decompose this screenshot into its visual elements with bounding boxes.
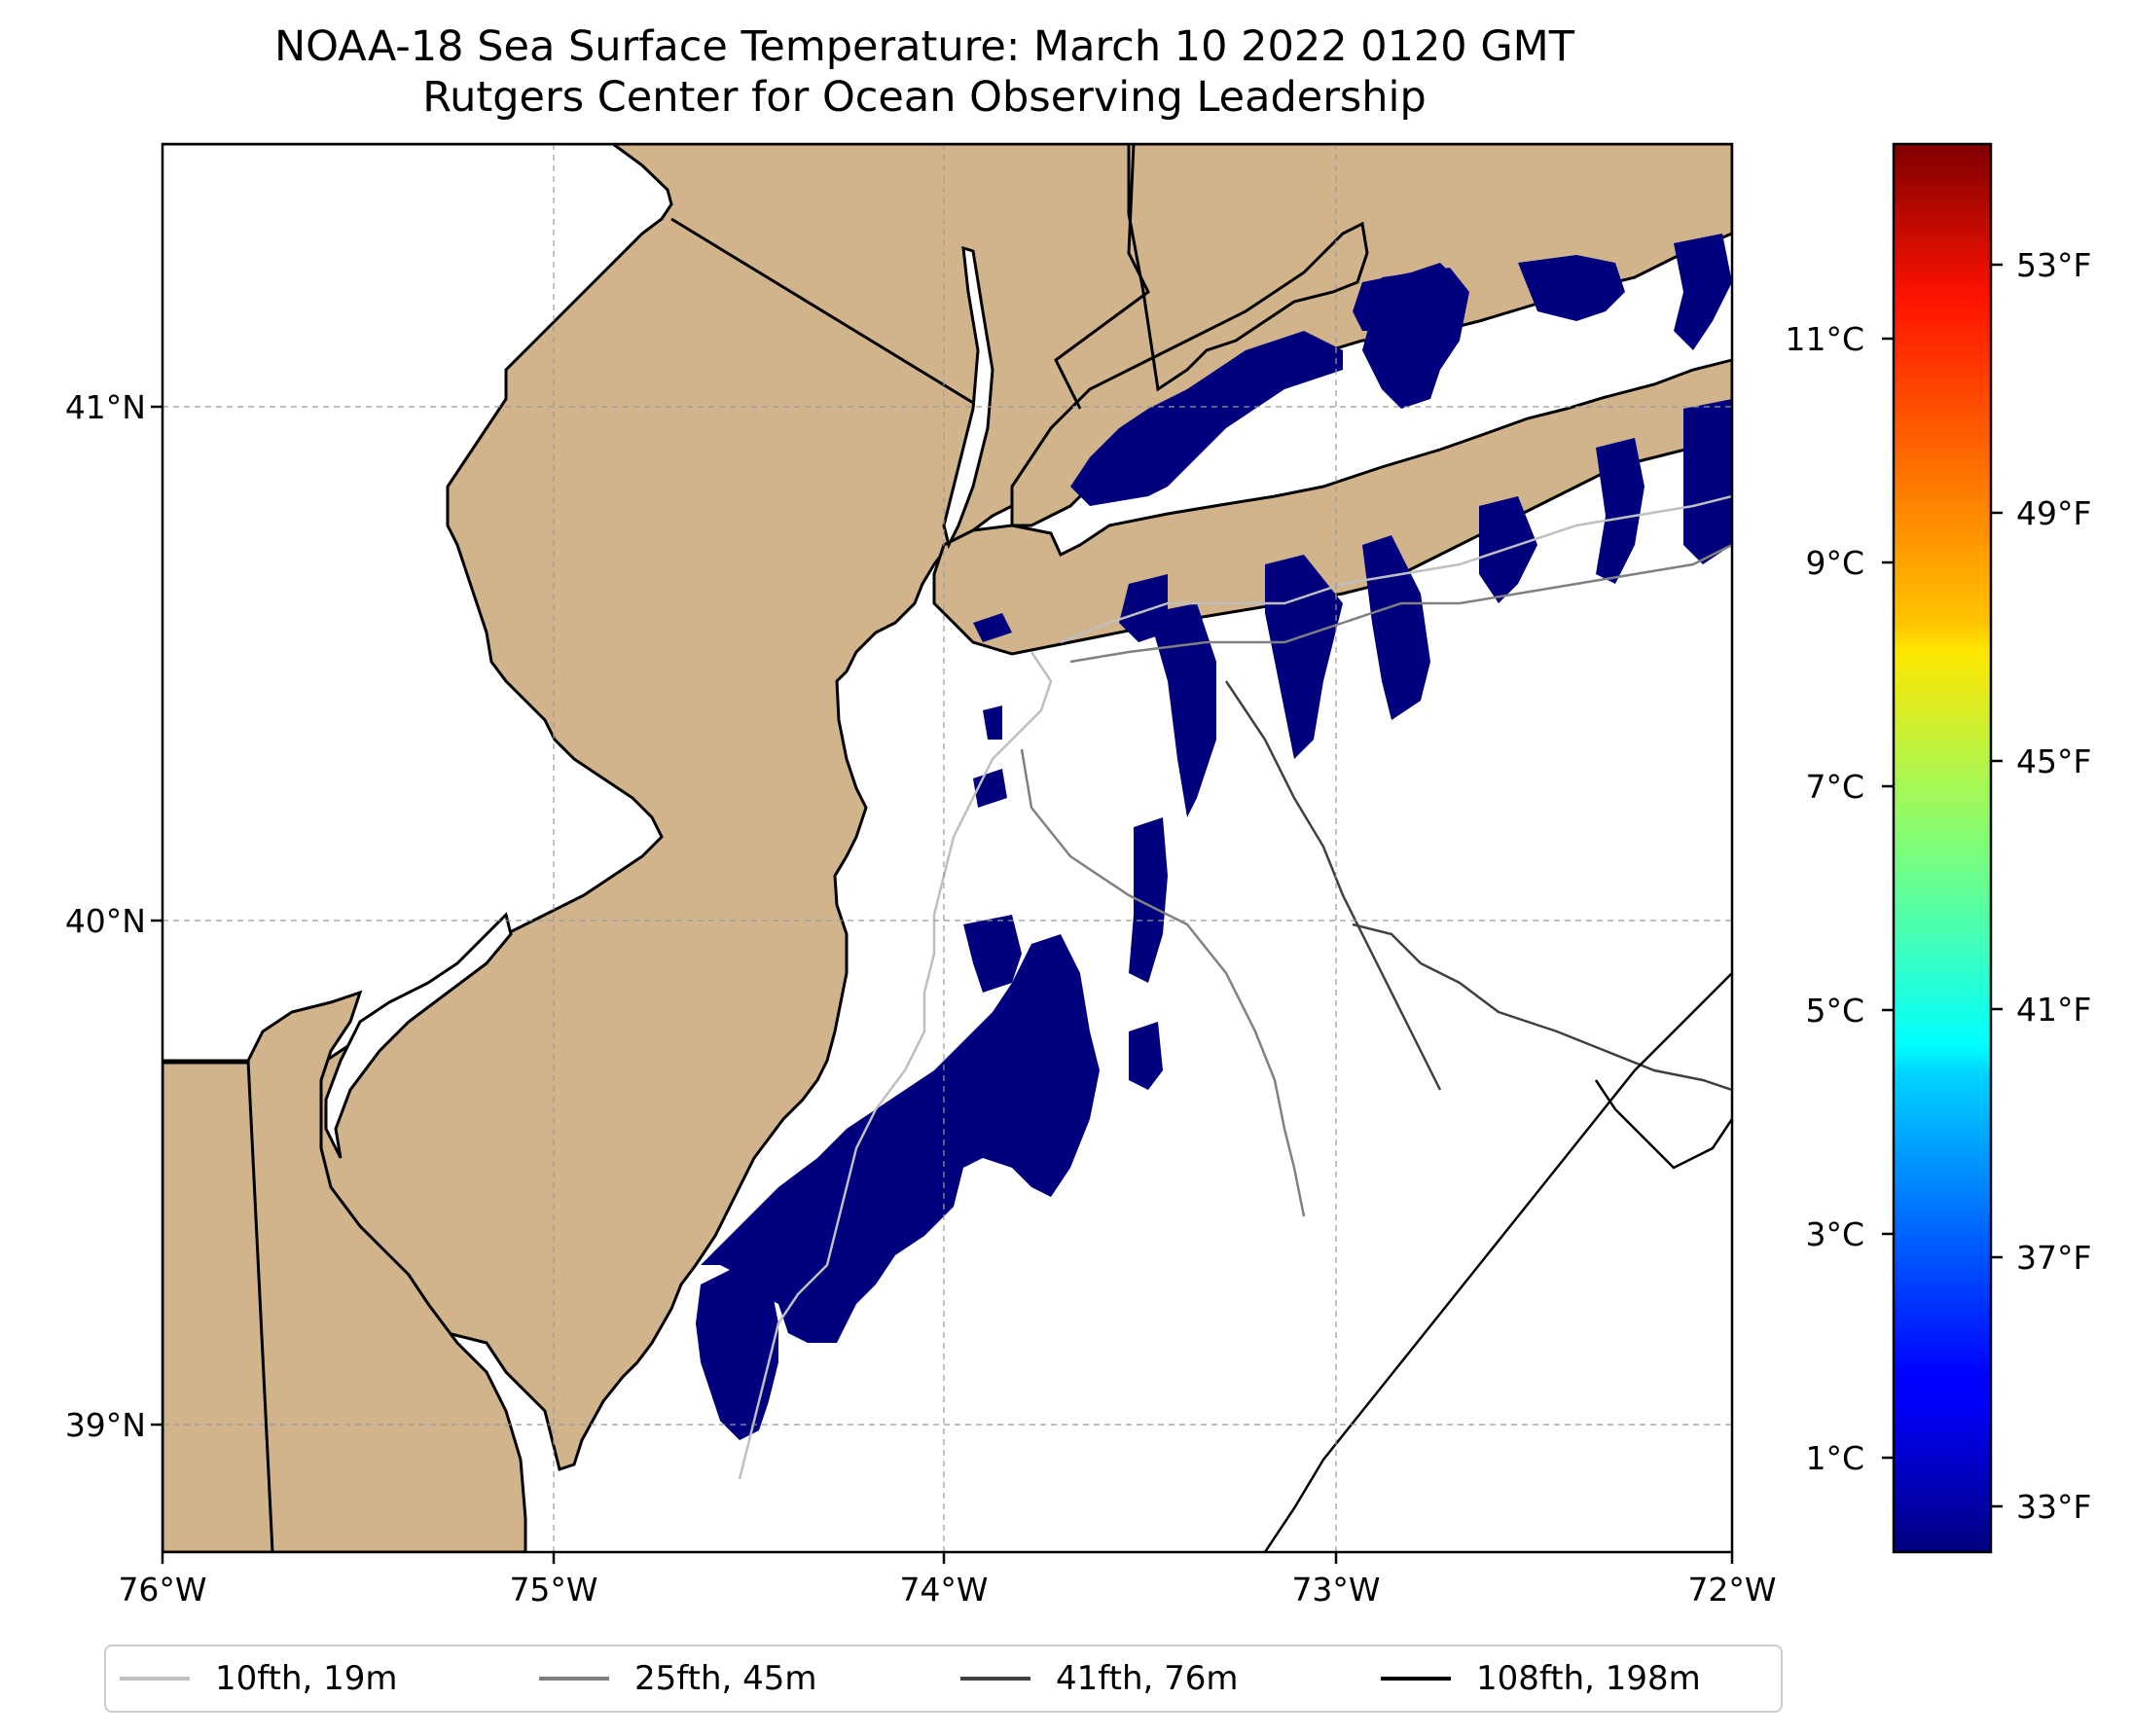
lon-tick-73w: 73°W	[1291, 1571, 1380, 1609]
colorbar	[1892, 142, 1993, 1554]
colorbar-c-tick: 1°C	[1805, 1439, 1864, 1477]
legend-swatch	[539, 1677, 609, 1681]
chart-title: NOAA-18 Sea Surface Temperature: March 1…	[273, 22, 1575, 71]
colorbar-f-tick: 49°F	[2016, 494, 2091, 532]
lon-tick-75w: 75°W	[509, 1571, 597, 1609]
colorbar-f-tick: 33°F	[2016, 1488, 2091, 1526]
colorbar-c-tick: 9°C	[1805, 544, 1864, 582]
colorbar-c-tick: 5°C	[1805, 992, 1864, 1030]
legend-label: 25fth, 45m	[634, 1659, 817, 1698]
legend-swatch	[120, 1677, 190, 1681]
legend-label: 41fth, 76m	[1056, 1659, 1239, 1698]
lon-tick-76w: 76°W	[118, 1571, 206, 1609]
sst-patches	[696, 234, 1732, 1440]
land-delmarva	[163, 990, 527, 1552]
colorbar-f-tick: 53°F	[2016, 246, 2091, 284]
lon-tick-72w: 72°W	[1687, 1571, 1776, 1609]
colorbar-c-tick: 7°C	[1805, 768, 1864, 806]
legend-item-10fth: 10fth, 19m	[120, 1646, 398, 1711]
colorbar-c-tick: 3°C	[1805, 1215, 1864, 1253]
delaware-river	[324, 912, 513, 1159]
colorbar-f-tick: 41°F	[2016, 991, 2091, 1029]
legend-item-25fth: 25fth, 45m	[539, 1646, 817, 1711]
isobaths	[738, 494, 1732, 1552]
lat-tick-40n: 40°N	[65, 902, 146, 940]
colorbar-c-tick: 11°C	[1785, 320, 1864, 358]
state-border-de-md	[246, 1060, 274, 1552]
colorbar-f-tick: 37°F	[2016, 1239, 2091, 1277]
chart-subtitle: Rutgers Center for Ocean Observing Leade…	[422, 73, 1427, 122]
lat-tick-41n: 41°N	[65, 388, 146, 426]
legend-swatch	[960, 1677, 1030, 1681]
lon-tick-74w: 74°W	[899, 1571, 988, 1609]
legend-swatch	[1381, 1677, 1451, 1681]
map-frame	[161, 142, 1734, 1554]
legend-label: 10fth, 19m	[215, 1659, 398, 1698]
state-border-ny-ct	[1054, 144, 1150, 410]
legend-label: 108fth, 198m	[1476, 1659, 1701, 1698]
lat-tick-39n: 39°N	[65, 1406, 146, 1444]
state-border-ny-nj	[670, 217, 984, 411]
colorbar-f-tick: 45°F	[2016, 742, 2091, 780]
legend-item-41fth: 41fth, 76m	[960, 1646, 1239, 1711]
hudson-river	[942, 245, 994, 550]
legend-item-108fth: 108fth, 198m	[1381, 1646, 1701, 1711]
isobath-legend: 10fth, 19m 25fth, 45m 41fth, 76m 108fth,…	[104, 1645, 1783, 1713]
gridlines	[163, 144, 1732, 1552]
